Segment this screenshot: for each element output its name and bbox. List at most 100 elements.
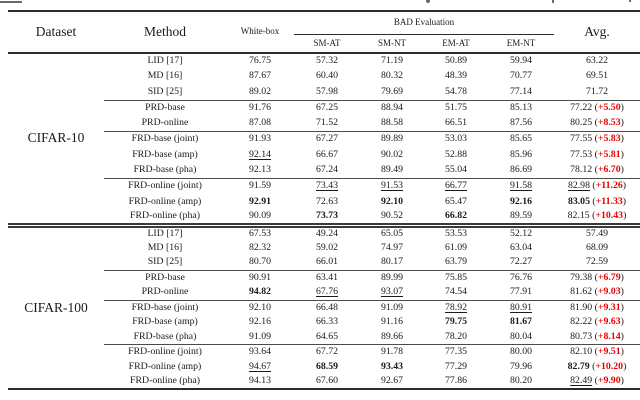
metric-cell: 80.32 bbox=[380, 70, 404, 82]
metric-cell: 92.14 bbox=[248, 148, 272, 160]
table-row: SID [25] 89.02 57.98 79.69 54.78 77.14 71.72 bbox=[8, 84, 640, 100]
method-cell: PRD-online bbox=[141, 286, 189, 298]
metric-cell: 92.16 bbox=[509, 195, 533, 207]
avg-cell: 77.53 (+5.81) bbox=[570, 148, 624, 160]
metric-cell: 72.63 bbox=[315, 195, 339, 207]
metric-cell: 63.79 bbox=[444, 256, 468, 268]
metric-cell: 73.43 bbox=[294, 178, 360, 195]
avg-cell: 82.22 (+9.63) bbox=[570, 316, 624, 328]
metric-cell: 91.58 bbox=[488, 178, 554, 195]
avg-cell: 71.72 bbox=[554, 84, 640, 100]
metric-cell: 68.59 bbox=[315, 360, 339, 372]
metric-cell: 71.52 bbox=[315, 117, 339, 129]
method-cell: FRD-online (amp) bbox=[128, 195, 202, 207]
metric-cell: 49.24 bbox=[294, 223, 360, 241]
metric-cell: 54.78 bbox=[444, 85, 468, 97]
method-cell: FRD-online (joint) bbox=[104, 178, 226, 195]
metric-cell: 66.33 bbox=[315, 316, 339, 328]
table-row: PRD-online 94.82 67.76 93.07 74.54 77.91 81.62… bbox=[8, 285, 640, 300]
table-row: PRD-base 90.91 63.41 89.99 75.85 76.76 79.38 (… bbox=[8, 269, 640, 286]
gain-value: +9.51 bbox=[597, 346, 621, 358]
metric-cell: 53.03 bbox=[424, 130, 488, 148]
method-cell: FRD-base (joint) bbox=[104, 130, 226, 148]
avg-value: 69.51 bbox=[585, 70, 609, 82]
metric-cell: 77.35 bbox=[424, 344, 488, 360]
metric-cell: 89.49 bbox=[380, 164, 404, 176]
metric-cell: 55.04 bbox=[444, 164, 468, 176]
metric-cell: 72.27 bbox=[509, 256, 533, 268]
avg-cell: 69.51 bbox=[554, 69, 640, 85]
avg-value: 82.10 bbox=[570, 346, 593, 358]
table-row: FRD-base (joint) 92.10 66.48 91.09 78.92 80.9… bbox=[8, 299, 640, 315]
avg-cell: 78.12 (+6.70) bbox=[570, 164, 624, 176]
table-row: FRD-base (amp) 92.16 66.33 91.16 79.75 81.67 8… bbox=[8, 315, 640, 330]
metric-cell: 88.94 bbox=[360, 99, 424, 116]
method-cell: FRD-base (pha) bbox=[133, 330, 197, 342]
avg-cell: 77.55 (+5.83) bbox=[554, 130, 640, 148]
metric-cell: 88.58 bbox=[380, 117, 404, 129]
metric-cell: 91.09 bbox=[248, 330, 272, 342]
avg-cell: 81.90 (+9.31) bbox=[554, 299, 640, 315]
metric-cell: 91.76 bbox=[226, 99, 294, 116]
metric-cell: 92.13 bbox=[248, 164, 272, 176]
metric-cell: 86.69 bbox=[509, 164, 533, 176]
metric-cell: 57.98 bbox=[315, 85, 339, 97]
metric-cell: 90.91 bbox=[226, 269, 294, 286]
table-row: FRD-base (pha) 92.13 67.24 89.49 55.04 86.69 7… bbox=[8, 163, 640, 179]
metric-cell: 91.93 bbox=[226, 130, 294, 148]
col-header-sm-at: SM-AT bbox=[313, 37, 341, 48]
metric-cell: 77.86 bbox=[444, 375, 468, 387]
col-header-sm-nt: SM-NT bbox=[377, 37, 406, 48]
avg-value: 78.12 bbox=[570, 164, 593, 176]
col-header-method: Method bbox=[144, 23, 186, 39]
metric-cell: 87.08 bbox=[248, 117, 272, 129]
caption-fragment-dash bbox=[0, 1, 22, 3]
metric-cell: 67.76 bbox=[315, 286, 339, 298]
method-cell: SID [25] bbox=[147, 85, 183, 97]
metric-cell: 78.92 bbox=[424, 299, 488, 315]
metric-cell: 66.67 bbox=[315, 148, 339, 160]
metric-cell: 57.32 bbox=[294, 52, 360, 69]
avg-value: 71.72 bbox=[585, 85, 609, 97]
col-group-bad-evaluation: BAD Evaluation bbox=[294, 11, 554, 35]
metric-cell: 51.75 bbox=[424, 99, 488, 116]
method-cell: FRD-base (amp) bbox=[132, 148, 198, 160]
metric-cell: 67.53 bbox=[226, 223, 294, 241]
metric-cell: 76.76 bbox=[488, 269, 554, 286]
metric-cell: 85.96 bbox=[509, 148, 533, 160]
metric-cell: 89.59 bbox=[509, 210, 533, 222]
metric-cell: 80.70 bbox=[248, 256, 272, 268]
metric-cell: 92.91 bbox=[248, 195, 272, 207]
metric-cell: 60.40 bbox=[315, 70, 339, 82]
caption-fragment-descender bbox=[552, 0, 554, 3]
gain-value: +6.70 bbox=[597, 164, 621, 176]
metric-cell: 50.89 bbox=[424, 52, 488, 69]
col-header-whitebox: White-box bbox=[240, 26, 280, 37]
col-header-avg: Avg. bbox=[584, 23, 610, 39]
metric-cell: 77.14 bbox=[509, 85, 533, 97]
avg-cell: 77.22 (+5.50) bbox=[554, 99, 640, 116]
metric-cell: 92.16 bbox=[248, 316, 272, 328]
avg-value: 77.53 bbox=[570, 148, 593, 160]
col-header-dataset: Dataset bbox=[35, 23, 77, 39]
method-cell: MD [16] bbox=[147, 70, 183, 82]
avg-value: 82.79 bbox=[567, 360, 590, 372]
metric-cell: 59.94 bbox=[488, 52, 554, 69]
table-row: CIFAR-10 LID [17] 76.75 57.32 71.19 50.89 59.9… bbox=[8, 52, 640, 226]
table-row: FRD-base (amp) 92.14 66.67 90.02 52.88 85.96 7… bbox=[8, 147, 640, 163]
gain-value: +9.63 bbox=[597, 316, 621, 328]
metric-cell: 80.91 bbox=[488, 299, 554, 315]
avg-cell: 79.38 (+6.79) bbox=[554, 269, 640, 286]
metric-cell: 52.88 bbox=[444, 148, 468, 160]
metric-cell: 89.66 bbox=[380, 330, 404, 342]
avg-cell: 82.79 (+10.20) bbox=[567, 360, 627, 372]
metric-cell: 67.72 bbox=[294, 344, 360, 360]
table-section: CIFAR-100 LID [17] 67.53 49.24 65.05 53.53 52.… bbox=[8, 223, 640, 390]
method-cell: FRD-online (amp) bbox=[128, 360, 202, 372]
method-cell: PRD-base bbox=[104, 269, 226, 286]
avg-value: 80.73 bbox=[570, 330, 593, 342]
avg-value: 82.49 bbox=[570, 375, 593, 387]
avg-cell: 82.98 (+11.26) bbox=[554, 178, 640, 195]
table-row: FRD-online (pha) 94.13 67.60 92.67 77.86 80.2… bbox=[8, 374, 640, 389]
metric-cell: 93.07 bbox=[380, 286, 404, 298]
